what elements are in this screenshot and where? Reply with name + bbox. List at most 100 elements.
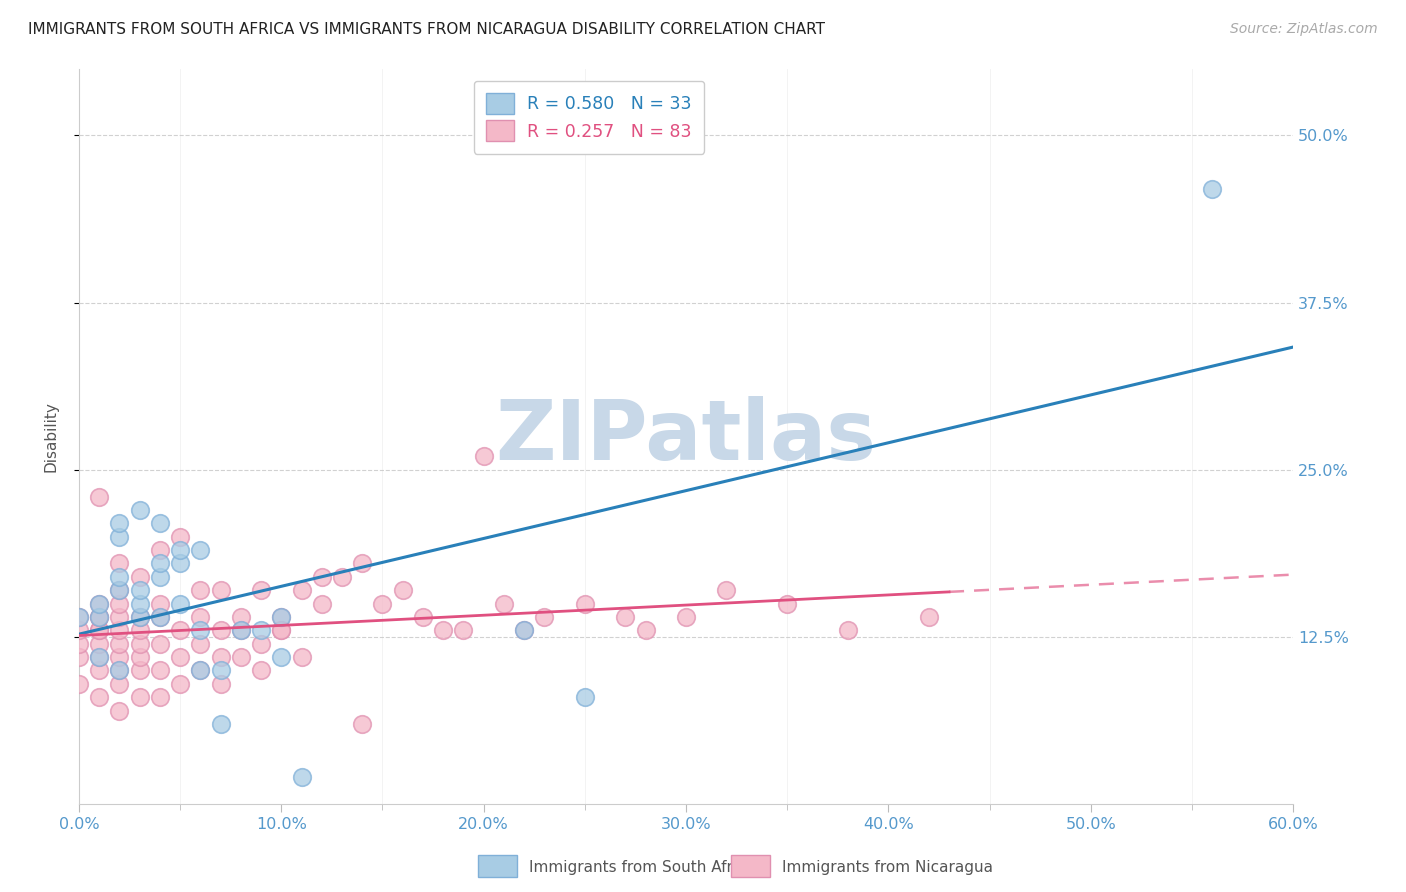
Point <box>128 583 150 598</box>
Point <box>533 610 555 624</box>
Point <box>67 624 90 638</box>
Point <box>108 704 131 718</box>
Point <box>412 610 434 624</box>
Point <box>290 650 312 665</box>
Point <box>229 624 252 638</box>
Point <box>169 530 191 544</box>
Point <box>108 530 131 544</box>
Point <box>229 610 252 624</box>
Point <box>614 610 637 624</box>
Legend: R = 0.580   N = 33, R = 0.257   N = 83: R = 0.580 N = 33, R = 0.257 N = 83 <box>474 81 704 153</box>
Point <box>574 690 596 705</box>
Point <box>209 717 232 731</box>
Point <box>190 664 212 678</box>
Point <box>149 516 172 531</box>
Point <box>290 583 312 598</box>
Point <box>128 624 150 638</box>
Point <box>108 597 131 611</box>
Point <box>250 583 273 598</box>
Point <box>149 557 172 571</box>
Point <box>149 610 172 624</box>
Point <box>311 597 333 611</box>
Point <box>270 650 292 665</box>
Point <box>128 637 150 651</box>
Point <box>330 570 353 584</box>
Point <box>67 677 90 691</box>
Point <box>352 557 374 571</box>
Point <box>190 583 212 598</box>
Point <box>209 677 232 691</box>
Point <box>513 624 536 638</box>
Point <box>128 610 150 624</box>
Point <box>169 650 191 665</box>
Point <box>574 597 596 611</box>
Point <box>67 650 90 665</box>
Point <box>229 624 252 638</box>
Text: Immigrants from Nicaragua: Immigrants from Nicaragua <box>782 860 993 874</box>
Point <box>89 664 111 678</box>
Point <box>290 771 312 785</box>
Point <box>108 583 131 598</box>
Point <box>108 637 131 651</box>
Point <box>209 650 232 665</box>
Point <box>149 543 172 558</box>
Point <box>453 624 475 638</box>
Point <box>128 610 150 624</box>
Point <box>108 664 131 678</box>
Point <box>190 624 212 638</box>
Point <box>149 637 172 651</box>
Point <box>89 624 111 638</box>
Point <box>169 597 191 611</box>
Point <box>352 717 374 731</box>
Point <box>1201 182 1223 196</box>
Point <box>149 610 172 624</box>
Point <box>270 610 292 624</box>
Point <box>190 664 212 678</box>
Point <box>108 516 131 531</box>
Point <box>89 597 111 611</box>
Point <box>250 664 273 678</box>
Point <box>270 624 292 638</box>
Point <box>108 610 131 624</box>
Point <box>149 570 172 584</box>
Point <box>169 557 191 571</box>
Point <box>67 610 90 624</box>
Point <box>513 624 536 638</box>
Text: Source: ZipAtlas.com: Source: ZipAtlas.com <box>1230 22 1378 37</box>
Point <box>169 543 191 558</box>
Point <box>675 610 697 624</box>
Point <box>89 490 111 504</box>
Point <box>89 597 111 611</box>
Point <box>472 450 495 464</box>
Point <box>128 664 150 678</box>
Point <box>391 583 413 598</box>
Text: IMMIGRANTS FROM SOUTH AFRICA VS IMMIGRANTS FROM NICARAGUA DISABILITY CORRELATION: IMMIGRANTS FROM SOUTH AFRICA VS IMMIGRAN… <box>28 22 825 37</box>
Point <box>89 624 111 638</box>
Point <box>89 610 111 624</box>
Text: Immigrants from South Africa: Immigrants from South Africa <box>529 860 755 874</box>
Point <box>270 624 292 638</box>
Point <box>918 610 941 624</box>
Point <box>89 610 111 624</box>
Point <box>108 557 131 571</box>
Point <box>128 503 150 517</box>
Point <box>108 583 131 598</box>
Point <box>634 624 657 638</box>
Point <box>432 624 454 638</box>
Point <box>89 690 111 705</box>
Y-axis label: Disability: Disability <box>44 401 58 472</box>
Point <box>776 597 799 611</box>
Point <box>250 637 273 651</box>
Point <box>190 610 212 624</box>
Point <box>128 650 150 665</box>
Point <box>67 610 90 624</box>
Point <box>209 583 232 598</box>
Point <box>89 637 111 651</box>
Point <box>169 677 191 691</box>
Point <box>89 650 111 665</box>
Point <box>89 610 111 624</box>
Point <box>108 570 131 584</box>
Point <box>190 637 212 651</box>
Point <box>149 597 172 611</box>
Point <box>67 637 90 651</box>
